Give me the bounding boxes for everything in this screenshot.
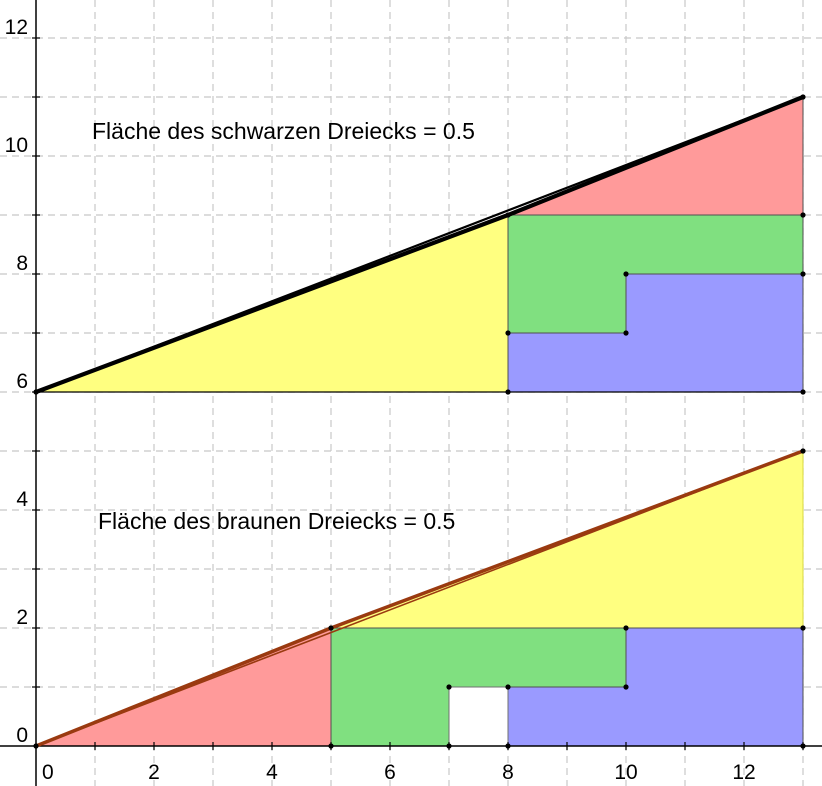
vertex-points [33, 94, 806, 749]
bottom-vertex-point [623, 684, 629, 690]
bottom-vertex-point [800, 743, 806, 749]
y-tick-label: 4 [16, 488, 28, 511]
filled-regions [36, 97, 803, 746]
bottom-blue-region [508, 628, 803, 746]
top-vertex-point [800, 94, 806, 100]
bottom-white-hole [449, 687, 508, 746]
top-vertex-point [505, 212, 511, 218]
y-tick-label: 12 [5, 16, 28, 39]
bottom-vertex-point [623, 625, 629, 631]
bottom-vertex-point [328, 625, 334, 631]
tick-labels: 0 2 4 6 8 10 12 0 2 4 6 8 10 12 [5, 16, 756, 784]
y-tick-label: 0 [16, 724, 28, 747]
bottom-hypotenuse [35, 450, 804, 747]
top-vertex-point [623, 330, 629, 336]
top-vertex-point [505, 330, 511, 336]
top-vertex-point [623, 271, 629, 277]
bottom-vertex-point [505, 684, 511, 690]
bottom-vertex-point [800, 625, 806, 631]
x-tick-label: 2 [148, 761, 160, 784]
x-tick-label: 4 [266, 761, 278, 784]
x-tick-label: 12 [732, 761, 755, 784]
top-caption: Fläche des schwarzen Dreiecks = 0.5 [92, 118, 475, 144]
y-tick-label: 6 [16, 370, 28, 393]
x-tick-label: 6 [384, 761, 396, 784]
x-tick-label: 8 [502, 761, 514, 784]
top-vertex-point [505, 389, 511, 395]
top-vertex-point [800, 271, 806, 277]
x-tick-label: 0 [42, 761, 54, 784]
y-tick-label: 2 [16, 606, 28, 629]
y-tick-label: 10 [5, 134, 28, 157]
top-vertex-point [800, 389, 806, 395]
y-tick-label: 8 [16, 252, 28, 275]
bottom-vertex-point [328, 743, 334, 749]
top-vertex-point [33, 389, 39, 395]
top-blue-region [508, 274, 803, 392]
bottom-vertex-point [446, 684, 452, 690]
bottom-vertex-point [33, 743, 39, 749]
bottom-vertex-point [800, 448, 806, 454]
top-hypotenuse [35, 95, 804, 394]
top-vertex-point [800, 212, 806, 218]
bottom-vertex-point [505, 743, 511, 749]
bottom-vertex-point [446, 743, 452, 749]
x-tick-label: 10 [614, 761, 637, 784]
bottom-caption: Fläche des braunen Dreiecks = 0.5 [98, 508, 455, 534]
